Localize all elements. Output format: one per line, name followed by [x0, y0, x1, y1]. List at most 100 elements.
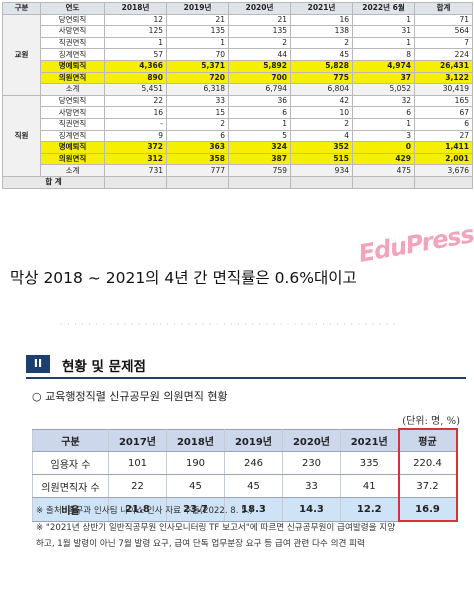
header-cell: 2021년 — [340, 428, 399, 452]
category-cell: 소계 — [40, 83, 105, 96]
value-cell: 372 — [104, 141, 167, 154]
header-cell: 구분 — [2, 2, 41, 15]
value-cell: 5,892 — [228, 59, 291, 73]
value-cell: 1 — [352, 117, 415, 131]
header-cell: 2020년 — [228, 2, 291, 15]
value-cell: 6,318 — [166, 83, 229, 96]
value-cell: 37 — [352, 71, 415, 85]
table-row: 직권면직 1 1 2 2 1 7 — [3, 36, 473, 50]
value-cell: 70 — [166, 48, 229, 61]
value-cell: 37.2 — [397, 474, 458, 498]
category-cell: 직권면직 — [40, 117, 105, 131]
value-cell: 21 — [166, 13, 229, 27]
value-cell: 564 — [414, 25, 473, 38]
value-cell: 33 — [166, 94, 229, 108]
value-cell: 71 — [414, 13, 473, 27]
value-cell: 21.8 — [108, 497, 167, 522]
value-cell: 21 — [228, 13, 291, 27]
header-cell: 2019년 — [224, 428, 283, 452]
table-row: 직원 당연퇴직 22 33 36 42 32 165 — [2, 94, 473, 177]
value-cell: 4,366 — [104, 59, 167, 73]
value-cell: 12 — [104, 13, 167, 27]
table-row: 비율 21.8 23.7 18.3 14.3 12.2 16.9 — [32, 497, 458, 522]
value-cell: 0 — [352, 141, 415, 154]
value-cell — [414, 175, 473, 189]
value-cell: 57 — [104, 48, 167, 61]
value-cell: 9 — [104, 129, 167, 143]
value-cell: 3,676 — [414, 164, 473, 177]
header-cell: 2017년 — [108, 428, 167, 452]
row-label: 비율 — [32, 497, 109, 522]
category-cell: 명예퇴직 — [40, 59, 105, 73]
value-cell: 36 — [228, 94, 291, 108]
value-cell: 135 — [166, 25, 229, 38]
value-cell: 16.9 — [397, 497, 458, 522]
value-cell: 2 — [290, 36, 353, 50]
value-cell: 700 — [228, 71, 291, 85]
header-cell: 2018년 — [166, 428, 225, 452]
header-cell: 합계 — [414, 2, 473, 15]
header-row: 구분 2017년 2018년 2019년 2020년 2021년 평균 — [32, 428, 458, 452]
value-cell: 45 — [166, 474, 225, 498]
value-cell: 5,451 — [104, 83, 167, 96]
table-row: 의원면직자 수 22 45 45 33 41 37.2 — [32, 474, 458, 498]
table-row: 의원면직 312 358 387 515 429 2,001 — [3, 152, 473, 166]
section-number: II — [26, 355, 50, 373]
value-cell: 16 — [290, 13, 353, 27]
value-cell: 1 — [352, 36, 415, 50]
value-cell: 324 — [228, 141, 291, 154]
value-cell: 2,001 — [414, 152, 473, 166]
category-cell: 소계 — [40, 164, 105, 177]
value-cell: 224 — [414, 48, 473, 61]
value-cell: 12.2 — [340, 497, 399, 522]
value-cell: 3 — [352, 129, 415, 143]
value-cell: 6 — [228, 106, 291, 119]
table-subtitle: ○ 교육행정직렬 신규공무원 의원면직 현황 — [32, 390, 228, 403]
group-label: 직원 — [2, 94, 41, 177]
header-cell: 2018년 — [104, 2, 167, 15]
value-cell: 5 — [228, 129, 291, 143]
value-cell: 190 — [166, 451, 225, 475]
value-cell: 5,371 — [166, 59, 229, 73]
cropped-text-line: · · · · · · · · · · · · · · · · · · · · … — [60, 320, 397, 329]
value-cell: 759 — [228, 164, 291, 177]
row-label: 의원면직자 수 — [32, 474, 109, 498]
value-cell: 22 — [108, 474, 167, 498]
table-row: 사망면직 125 135 135 138 31 564 — [3, 25, 473, 38]
value-cell: 165 — [414, 94, 473, 108]
value-cell: 1,411 — [414, 141, 473, 154]
table-row: 명예퇴직 372 363 324 352 0 1,411 — [3, 141, 473, 154]
source-note: ※ 출처: 총무과 인사팀 나이스 인사 자료 추출(2022. 8. 5.) — [36, 506, 253, 516]
value-cell: 135 — [228, 25, 291, 38]
value-cell: 138 — [290, 25, 353, 38]
category-cell: 당연퇴직 — [40, 13, 105, 27]
table-row: 징계면직 57 70 44 45 8 224 — [3, 48, 473, 61]
category-cell: 의원면직 — [40, 71, 105, 85]
total-label: 합 계 — [2, 175, 105, 189]
unit-label: (단위: 명, %) — [402, 416, 460, 427]
value-cell: 934 — [290, 164, 353, 177]
value-cell: 475 — [352, 164, 415, 177]
caption-text: 막상 2018 ~ 2021의 4년 간 면직률은 0.6%대이고 — [10, 269, 357, 287]
value-cell — [228, 175, 291, 189]
header-cell: 2019년 — [166, 2, 229, 15]
value-cell: 5,828 — [290, 59, 353, 73]
value-cell: 429 — [352, 152, 415, 166]
value-cell: 515 — [290, 152, 353, 166]
category-cell: 의원면직 — [40, 152, 105, 166]
value-cell: 1 — [166, 36, 229, 50]
value-cell: 5,052 — [352, 83, 415, 96]
value-cell: 2 — [228, 36, 291, 50]
value-cell: 16 — [104, 106, 167, 119]
header-cell: 연도 — [40, 2, 105, 15]
value-cell: 15 — [166, 106, 229, 119]
value-cell: 890 — [104, 71, 167, 85]
category-cell: 사망면직 — [40, 25, 105, 38]
value-cell: 41 — [340, 474, 399, 498]
table-row: 명예퇴직 4,366 5,371 5,892 5,828 4,974 26,431 — [3, 59, 473, 73]
value-cell: 45 — [224, 474, 283, 498]
table-row: 소계 5,451 6,318 6,794 6,804 5,052 30,419 — [3, 83, 473, 96]
report-note-line2: 하고, 1월 발령이 아닌 7월 발령 요구, 급여 단독 업무분장 요구 등 … — [36, 539, 365, 549]
category-cell: 직권면직 — [40, 36, 105, 50]
table-row: 징계면직 9 6 5 4 3 27 — [3, 129, 473, 143]
